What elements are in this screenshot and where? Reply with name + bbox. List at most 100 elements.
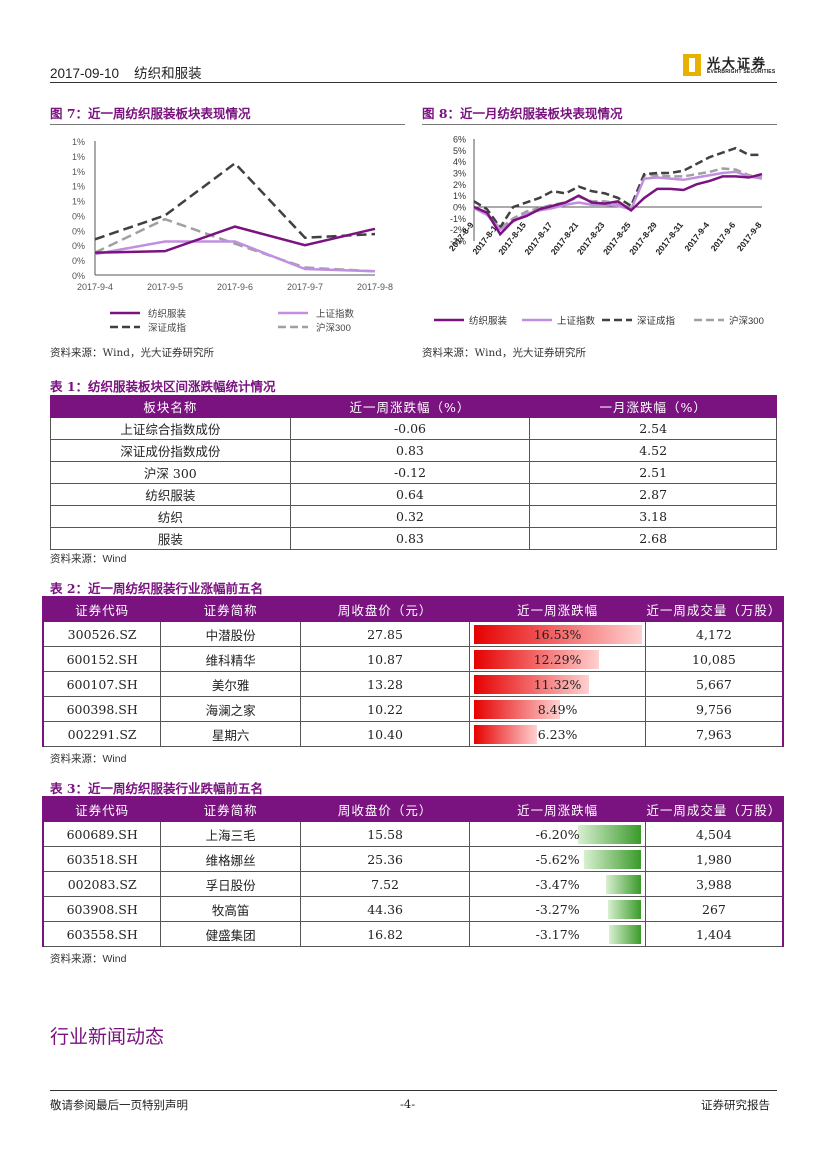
header-date-section: 2017-09-10 纺织和服装 bbox=[50, 62, 202, 82]
fig7-title-rule bbox=[50, 124, 405, 125]
table2-header-cell: 近一周成交量（万股） bbox=[644, 596, 784, 622]
table1-cell: 0.83 bbox=[289, 527, 531, 550]
change-value: -3.47% bbox=[535, 876, 580, 892]
change-value: 6.23% bbox=[537, 726, 578, 742]
fig8-y-tick-label: -3% bbox=[450, 237, 466, 247]
fig7-x-tick-label: 2017-9-5 bbox=[147, 282, 183, 292]
fig7-legend-label: 深证成指 bbox=[148, 322, 187, 334]
fig7-series-line bbox=[94, 225, 376, 254]
fig8-y-tick-label: 6% bbox=[453, 135, 466, 145]
fig8-y-tick-label: -2% bbox=[450, 225, 466, 235]
table-row: 纺织 0.32 3.18 bbox=[50, 505, 777, 528]
table3-header-cell: 近一周成交量（万股） bbox=[644, 796, 784, 822]
table3-header-cell: 证券简称 bbox=[160, 796, 301, 822]
logo-text-en: EVERBRIGHT SECURITIES bbox=[707, 69, 776, 75]
fig8-y-tick-label: 0% bbox=[453, 203, 466, 213]
fig7-chart: 1%1%1%1%1%0%0%0%0%0%2017-9-4 2017-9-5 2017… bbox=[72, 137, 393, 334]
fig8-y-tick-label: 2% bbox=[453, 180, 466, 190]
fig8-series-line bbox=[473, 167, 763, 231]
table3-cell: 3,988 bbox=[644, 871, 784, 897]
table1-source: 资料来源：Wind bbox=[50, 553, 127, 565]
table1-cell: 2.68 bbox=[529, 527, 777, 550]
table-row: 603558.SH 健盛集团 16.82 -3.17% 1,404 bbox=[42, 921, 784, 947]
fig8-source: 资料来源：Wind，光大证券研究所 bbox=[422, 347, 586, 359]
table2-cell: 600152.SH bbox=[42, 646, 162, 672]
change-value: 12.29% bbox=[533, 651, 582, 667]
table3-change-cell: -6.20% bbox=[469, 821, 646, 847]
table1-cell: 0.32 bbox=[289, 505, 531, 528]
table-row: 纺织服装 0.64 2.87 bbox=[50, 483, 777, 506]
table3-cell: 600689.SH bbox=[42, 821, 162, 847]
change-value: 8.49% bbox=[537, 701, 578, 717]
change-bar-positive bbox=[474, 650, 599, 669]
table2-change-cell: 8.49% bbox=[469, 696, 646, 722]
table2-cell: 10.87 bbox=[299, 646, 471, 672]
change-bar-negative bbox=[605, 875, 641, 894]
table3-cell: 267 bbox=[644, 896, 784, 922]
fig7-series-line bbox=[94, 240, 376, 273]
report-date: 2017-09-10 bbox=[50, 66, 120, 81]
table1-cell: 3.18 bbox=[529, 505, 777, 528]
table2-cell: 海澜之家 bbox=[160, 696, 301, 722]
table2-cell: 4,172 bbox=[644, 621, 784, 647]
table3-cell: 维格娜丝 bbox=[160, 846, 301, 872]
table2-cell: 10,085 bbox=[644, 646, 784, 672]
change-value: -5.62% bbox=[535, 851, 580, 867]
table2-cell: 美尔雅 bbox=[160, 671, 301, 697]
footer-page-number: -4- bbox=[400, 1097, 416, 1111]
fig8-legend-label: 沪深300 bbox=[729, 315, 764, 327]
table-row: 上证综合指数成份 -0.06 2.54 bbox=[50, 417, 777, 440]
table1-cell: 4.52 bbox=[529, 439, 777, 462]
fig8-y-tick-label: 3% bbox=[453, 169, 466, 179]
change-value: -3.27% bbox=[535, 901, 580, 917]
table3: 证券代码 证券简称 周收盘价（元） 近一周涨跌幅 近一周成交量（万股） 600689.S… bbox=[42, 796, 784, 947]
table2-cell: 5,667 bbox=[644, 671, 784, 697]
table1-cell: 纺织 bbox=[50, 505, 291, 528]
table2-cell: 10.22 bbox=[299, 696, 471, 722]
fig7-source: 资料来源：Wind，光大证券研究所 bbox=[50, 347, 214, 359]
fig7-title: 图 7：近一周纺织服装板块表现情况 bbox=[50, 106, 251, 121]
table-row: 603908.SH 牧高笛 44.36 -3.27% 267 bbox=[42, 896, 784, 922]
table-row: 300526.SZ 中潜股份 27.85 16.53% 4,172 bbox=[42, 621, 784, 647]
table3-cell: 44.36 bbox=[299, 896, 471, 922]
table3-change-cell: -3.47% bbox=[469, 871, 646, 897]
table1-cell: -0.06 bbox=[289, 417, 531, 440]
table2-cell: 600107.SH bbox=[42, 671, 162, 697]
table3-change-cell: -5.62% bbox=[469, 846, 646, 872]
table1-cell: 2.54 bbox=[529, 417, 777, 440]
table3-cell: 1,404 bbox=[644, 921, 784, 947]
fig8-y-tick-label: 5% bbox=[453, 146, 466, 156]
table2-cell: 300526.SZ bbox=[42, 621, 162, 647]
table2-cell: 7,963 bbox=[644, 721, 784, 747]
fig7-x-tick-label: 2017-9-4 bbox=[77, 282, 113, 292]
table2-header-row: 证券代码 证券简称 周收盘价（元） 近一周涨跌幅 近一周成交量（万股） bbox=[42, 596, 784, 622]
fig8-title: 图 8：近一月纺织服装板块表现情况 bbox=[422, 106, 623, 121]
fig8-y-tick-label: -1% bbox=[450, 214, 466, 224]
table3-header-cell: 周收盘价（元） bbox=[299, 796, 471, 822]
table3-cell: 15.58 bbox=[299, 821, 471, 847]
change-bar-positive bbox=[474, 725, 538, 744]
report-sector: 纺织和服装 bbox=[134, 66, 202, 82]
table-row: 600152.SH 维科精华 10.87 12.29% 10,085 bbox=[42, 646, 784, 672]
fig7-legend-label: 上证指数 bbox=[316, 308, 355, 320]
table2-change-cell: 11.32% bbox=[469, 671, 646, 697]
table-row: 603518.SH 维格娜丝 25.36 -5.62% 1,980 bbox=[42, 846, 784, 872]
table1-cell: 2.51 bbox=[529, 461, 777, 484]
table2-cell: 星期六 bbox=[160, 721, 301, 747]
fig8-y-tick-label: 1% bbox=[453, 191, 466, 201]
fig8-legend-label: 纺织服装 bbox=[469, 315, 508, 327]
table-row: 600398.SH 海澜之家 10.22 8.49% 9,756 bbox=[42, 696, 784, 722]
fig7-series-line bbox=[94, 161, 376, 241]
change-value: 11.32% bbox=[533, 676, 582, 692]
table-row: 600689.SH 上海三毛 15.58 -6.20% 4,504 bbox=[42, 821, 784, 847]
fig7-x-tick-label: 2017-9-6 bbox=[217, 282, 253, 292]
table-row: 沪深 300 -0.12 2.51 bbox=[50, 461, 777, 484]
logo-mark-icon bbox=[683, 54, 701, 76]
table3-header-cell: 近一周涨跌幅 bbox=[469, 796, 646, 822]
change-bar-negative bbox=[608, 925, 641, 944]
table3-title: 表 3：近一周纺织服装行业跌幅前五名 bbox=[50, 781, 264, 796]
change-value: -3.17% bbox=[535, 926, 580, 942]
table3-cell: 7.52 bbox=[299, 871, 471, 897]
fig7-y-tick-label: 0% bbox=[72, 271, 85, 281]
fig8-y-tick-label: 4% bbox=[453, 157, 466, 167]
